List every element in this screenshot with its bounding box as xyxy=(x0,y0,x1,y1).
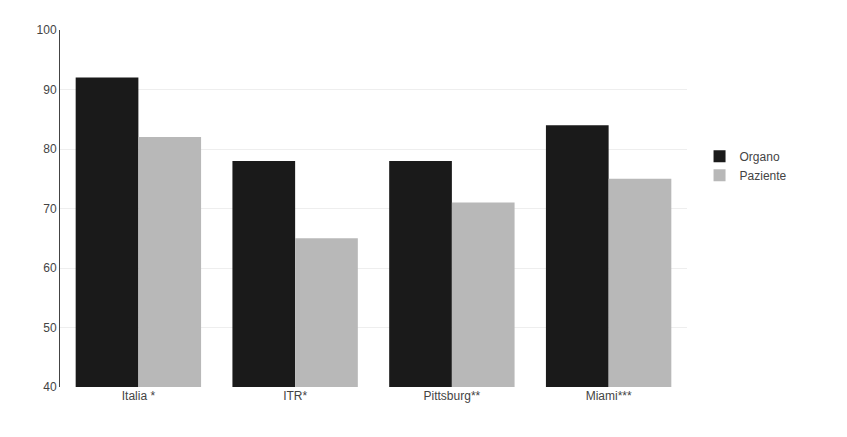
svg-text:90: 90 xyxy=(43,83,57,97)
svg-text:Pittsburg**: Pittsburg** xyxy=(424,389,481,403)
svg-text:70: 70 xyxy=(43,202,57,216)
svg-text:50: 50 xyxy=(43,321,57,335)
svg-text:Organo: Organo xyxy=(740,150,780,164)
svg-text:Miami***: Miami*** xyxy=(586,389,632,403)
svg-text:ITR*: ITR* xyxy=(283,389,307,403)
svg-text:80: 80 xyxy=(43,142,57,156)
svg-text:Italia *: Italia * xyxy=(122,389,156,403)
svg-text:40: 40 xyxy=(43,380,57,394)
svg-text:100: 100 xyxy=(37,23,57,37)
svg-text:60: 60 xyxy=(43,261,57,275)
svg-text:Paziente: Paziente xyxy=(740,169,787,183)
